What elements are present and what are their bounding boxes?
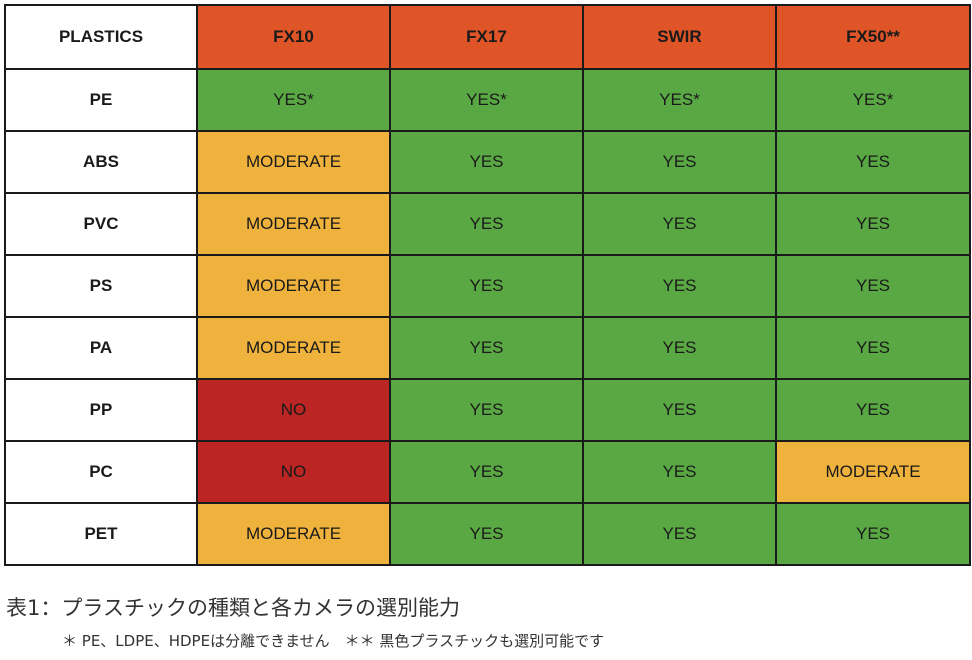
header-row: PLASTICS FX10 FX17 SWIR FX50** [4,4,971,70]
table-row: PET MODERATE YES YES YES [4,502,971,566]
table-cell: YES [389,502,584,566]
table-cell: YES [775,316,971,380]
table-cell: MODERATE [196,130,391,194]
table-cell: YES [582,130,777,194]
row-header: PA [4,316,198,380]
table-cell: NO [196,378,391,442]
row-header: PS [4,254,198,318]
table-cell: MODERATE [196,192,391,256]
table-cell: MODERATE [775,440,971,504]
table-cell: YES [389,130,584,194]
row-header: PC [4,440,198,504]
table-row: PVC MODERATE YES YES YES [4,192,971,256]
table-cell: YES* [582,68,777,132]
table-cell: YES [389,192,584,256]
row-header: ABS [4,130,198,194]
column-header-fx50: FX50** [775,4,971,70]
table-row: PA MODERATE YES YES YES [4,316,971,380]
table-row: PC NO YES YES MODERATE [4,440,971,504]
row-header: PVC [4,192,198,256]
plastics-camera-table: PLASTICS FX10 FX17 SWIR FX50** PE YES* Y… [4,4,971,566]
table-cell: YES* [775,68,971,132]
table-cell: YES [582,192,777,256]
table-cell: YES [775,192,971,256]
table-cell: YES [775,130,971,194]
table-cell: YES [389,440,584,504]
table-cell: YES [582,440,777,504]
table-cell: YES* [389,68,584,132]
table-row: PE YES* YES* YES* YES* [4,68,971,132]
table-footnote: ＊ PE、LDPE、HDPEは分離できません ＊＊ 黒色プラスチックも選別可能で… [62,632,605,650]
row-header: PET [4,502,198,566]
table-row: ABS MODERATE YES YES YES [4,130,971,194]
table-cell: NO [196,440,391,504]
table-cell: YES [775,254,971,318]
column-header-fx10: FX10 [196,4,391,70]
table-cell: YES* [196,68,391,132]
table-cell: YES [389,316,584,380]
table-row: PS MODERATE YES YES YES [4,254,971,318]
table-cell: YES [389,378,584,442]
table-cell: MODERATE [196,316,391,380]
table-cell: YES [389,254,584,318]
table-cell: MODERATE [196,254,391,318]
plastics-header: PLASTICS [4,4,198,70]
table-cell: YES [582,254,777,318]
row-header: PE [4,68,198,132]
table-caption: 表1：プラスチックの種類と各カメラの選別能力 [6,596,460,620]
row-header: PP [4,378,198,442]
table-cell: YES [582,378,777,442]
table-cell: YES [775,378,971,442]
table-cell: YES [582,316,777,380]
column-header-fx17: FX17 [389,4,584,70]
table-cell: YES [582,502,777,566]
table-row: PP NO YES YES YES [4,378,971,442]
table-cell: YES [775,502,971,566]
column-header-swir: SWIR [582,4,777,70]
table-cell: MODERATE [196,502,391,566]
